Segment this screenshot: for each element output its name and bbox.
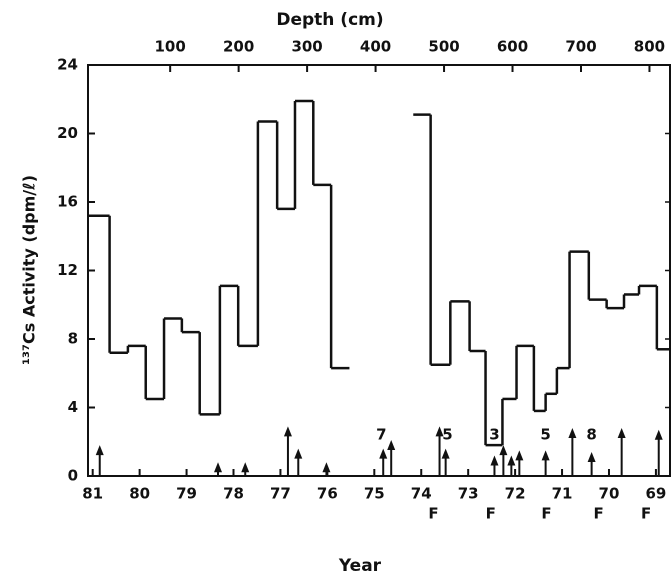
x-tick-label: 71 xyxy=(552,485,573,503)
x2-tick-label: 300 xyxy=(291,38,322,56)
x2-tick-label: 500 xyxy=(428,38,459,56)
plot-frame xyxy=(87,64,671,477)
y-tick-label: 0 xyxy=(68,467,78,485)
x2-tick-label: 800 xyxy=(634,38,665,56)
y-tick-label: 20 xyxy=(57,124,78,142)
arrow-head xyxy=(379,448,388,459)
arrow-head xyxy=(515,450,524,461)
x-tick-label: 73 xyxy=(458,485,479,503)
f-label: F xyxy=(594,505,604,523)
x-tick-label: 74 xyxy=(411,485,432,503)
arrow-head xyxy=(241,462,250,473)
arrow-head xyxy=(568,428,577,439)
count-label: 5 xyxy=(540,425,550,443)
y-tick-label: 16 xyxy=(57,193,78,211)
y-tick-label: 12 xyxy=(57,261,78,279)
x-tick-label: 69 xyxy=(645,485,666,503)
x-tick-label: 77 xyxy=(270,485,291,503)
chart-title: Depth (cm) xyxy=(276,10,383,30)
arrow-head xyxy=(587,452,596,463)
arrow-head xyxy=(435,426,444,437)
x-tick-label: 75 xyxy=(364,485,385,503)
f-label: F xyxy=(541,505,551,523)
arrow-head xyxy=(322,462,331,473)
count-label: 8 xyxy=(586,425,596,443)
x2-tick-label: 200 xyxy=(223,38,254,56)
arrow-head xyxy=(499,445,508,456)
x-axis-label: Year xyxy=(338,556,382,576)
x-tick-label: 81 xyxy=(82,485,103,503)
x-tick-label: 76 xyxy=(317,485,338,503)
y-tick-label: 4 xyxy=(68,398,78,416)
x2-tick-label: 700 xyxy=(565,38,596,56)
y-axis-label: ¹³⁷Cs Activity (dpm/ℓ) xyxy=(20,175,39,365)
count-label: 5 xyxy=(442,425,452,443)
f-label: F xyxy=(428,505,438,523)
arrow-head xyxy=(490,455,499,466)
x2-tick-label: 400 xyxy=(360,38,391,56)
x-tick-label: 79 xyxy=(176,485,197,503)
x2-tick-label: 100 xyxy=(155,38,186,56)
arrow-head xyxy=(283,426,292,437)
arrow-head xyxy=(441,448,450,459)
count-label: 3 xyxy=(489,425,499,443)
arrow-head xyxy=(541,450,550,461)
arrow-head xyxy=(294,448,303,459)
arrow-head xyxy=(387,440,396,451)
x-tick-label: 80 xyxy=(129,485,150,503)
arrow-head xyxy=(95,445,104,456)
y-tick-label: 24 xyxy=(57,56,78,74)
arrow-head xyxy=(617,428,626,439)
x2-tick-label: 600 xyxy=(497,38,528,56)
arrow-head xyxy=(654,429,663,440)
y-tick-label: 8 xyxy=(68,330,78,348)
count-label: 7 xyxy=(376,425,386,443)
arrow-head xyxy=(507,455,516,466)
x-tick-label: 72 xyxy=(505,485,526,503)
f-label: F xyxy=(486,505,496,523)
f-label: F xyxy=(641,505,651,523)
x-tick-label: 78 xyxy=(223,485,244,503)
x-tick-label: 70 xyxy=(599,485,620,503)
arrow-head xyxy=(214,462,223,473)
